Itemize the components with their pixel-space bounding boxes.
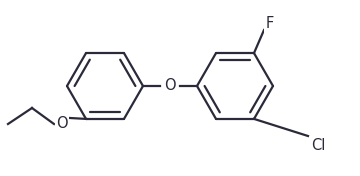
- Text: O: O: [56, 117, 68, 131]
- Text: Cl: Cl: [311, 139, 325, 153]
- Text: F: F: [266, 17, 274, 32]
- Text: O: O: [164, 78, 176, 93]
